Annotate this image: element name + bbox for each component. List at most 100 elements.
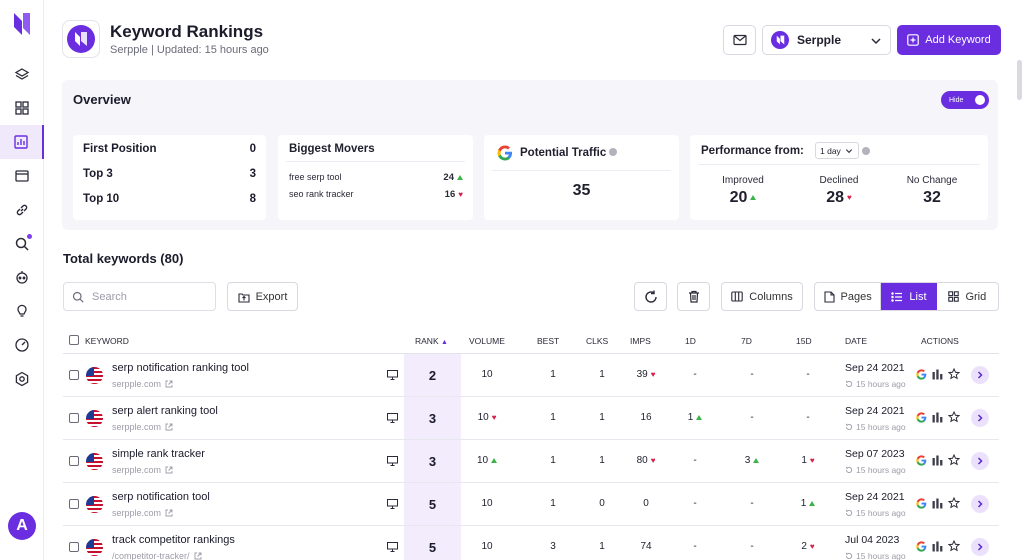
star-icon[interactable] bbox=[948, 411, 960, 423]
link-icon bbox=[16, 204, 28, 216]
row-checkbox[interactable] bbox=[69, 370, 79, 380]
col-date[interactable]: DATE bbox=[845, 336, 868, 346]
col-keyword[interactable]: KEYWORD bbox=[85, 336, 129, 346]
search-box[interactable] bbox=[63, 282, 216, 311]
table-row[interactable]: serp notification tool serpple.com 5 10 … bbox=[63, 483, 999, 526]
bar-chart-icon[interactable] bbox=[932, 412, 943, 423]
sidebar-item-links[interactable] bbox=[0, 193, 44, 227]
col-volume[interactable]: VOLUME bbox=[469, 336, 505, 346]
bar-chart-icon[interactable] bbox=[932, 369, 943, 380]
open-details-button[interactable] bbox=[971, 452, 989, 470]
row-checkbox[interactable] bbox=[69, 542, 79, 552]
search-input[interactable] bbox=[92, 290, 202, 303]
bar-chart-icon[interactable] bbox=[932, 498, 943, 509]
keyword-url[interactable]: /competitor-tracker/ bbox=[112, 551, 202, 560]
volume-value: 10 bbox=[469, 455, 505, 466]
keyword-text[interactable]: track competitor rankings bbox=[112, 534, 235, 546]
project-logo bbox=[62, 20, 100, 58]
open-details-button[interactable] bbox=[971, 409, 989, 427]
brand-logo-icon[interactable] bbox=[13, 12, 31, 36]
keyword-url[interactable]: serpple.com bbox=[112, 379, 173, 389]
row-checkbox[interactable] bbox=[69, 413, 79, 423]
external-link-icon bbox=[165, 380, 173, 388]
updated-ago: 15 hours ago bbox=[845, 379, 906, 389]
scrollbar-thumb[interactable] bbox=[1017, 60, 1022, 100]
project-select[interactable]: Serpple bbox=[762, 25, 891, 55]
col-15d[interactable]: 15D bbox=[796, 336, 812, 346]
sidebar-item-layers[interactable] bbox=[0, 58, 44, 92]
keyword-url[interactable]: serpple.com bbox=[112, 465, 173, 475]
google-icon[interactable] bbox=[916, 540, 927, 552]
sidebar-item-browser[interactable] bbox=[0, 159, 44, 193]
toggle-knob bbox=[975, 95, 985, 105]
open-details-button[interactable] bbox=[971, 366, 989, 384]
sidebar-item-bot[interactable] bbox=[0, 260, 44, 294]
select-all-checkbox[interactable] bbox=[69, 335, 79, 345]
google-icon[interactable] bbox=[916, 368, 927, 380]
bar-chart-icon[interactable] bbox=[932, 455, 943, 466]
col-clks[interactable]: CLKS bbox=[586, 336, 609, 346]
google-icon[interactable] bbox=[916, 454, 927, 466]
sidebar-item-dashboard[interactable] bbox=[0, 91, 44, 125]
google-icon[interactable] bbox=[916, 497, 927, 509]
col-imps[interactable]: IMPS bbox=[630, 336, 651, 346]
export-button[interactable]: Export bbox=[227, 282, 298, 311]
keyword-text[interactable]: serp alert ranking tool bbox=[112, 405, 218, 417]
volume-value: 10 bbox=[481, 369, 493, 380]
table-row[interactable]: serp alert ranking tool serpple.com 3 10… bbox=[63, 397, 999, 440]
hide-overview-toggle[interactable]: Hide bbox=[941, 91, 989, 109]
bar-chart-icon[interactable] bbox=[932, 541, 943, 552]
declined-stat: Declined 28 ♥ bbox=[819, 175, 859, 206]
export-icon bbox=[238, 292, 250, 303]
add-keyword-button[interactable]: Add Keyword bbox=[897, 25, 1001, 55]
columns-button[interactable]: Columns bbox=[721, 282, 803, 311]
keyword-text[interactable]: serp notification tool bbox=[112, 491, 210, 503]
col-rank[interactable]: RANK ▲ bbox=[415, 336, 448, 346]
table-row[interactable]: serp notification ranking tool serpple.c… bbox=[63, 354, 999, 397]
pages-view-button[interactable]: Pages bbox=[815, 283, 882, 310]
mover-item[interactable]: seo rank tracker 16 ♥ bbox=[289, 189, 463, 200]
keyword-url[interactable]: serpple.com bbox=[112, 422, 173, 432]
period-select[interactable]: 1 day bbox=[815, 142, 859, 159]
sidebar-item-rankings[interactable] bbox=[0, 125, 44, 159]
row-checkbox[interactable] bbox=[69, 456, 79, 466]
col-7d[interactable]: 7D bbox=[741, 336, 752, 346]
col-best[interactable]: BEST bbox=[537, 336, 560, 346]
info-icon[interactable] bbox=[862, 147, 870, 155]
sidebar-item-search[interactable] bbox=[0, 227, 44, 261]
delete-button[interactable] bbox=[677, 282, 710, 311]
info-icon[interactable] bbox=[609, 148, 618, 156]
sidebar-item-gauge[interactable] bbox=[0, 328, 44, 362]
refresh-button[interactable] bbox=[634, 282, 667, 311]
list-view-button[interactable]: List bbox=[881, 283, 937, 310]
mover-item[interactable]: free serp tool 24 bbox=[289, 172, 463, 183]
keyword-text[interactable]: simple rank tracker bbox=[112, 448, 205, 460]
table-row[interactable]: track competitor rankings /competitor-tr… bbox=[63, 526, 999, 560]
trend-down-icon: ♥ bbox=[847, 193, 852, 203]
open-details-button[interactable] bbox=[971, 538, 989, 556]
open-details-button[interactable] bbox=[971, 495, 989, 513]
table-row[interactable]: simple rank tracker serpple.com 3 10 1 1… bbox=[63, 440, 999, 483]
star-icon[interactable] bbox=[948, 454, 960, 466]
performance-title: Performance from: bbox=[701, 145, 804, 157]
col-1d[interactable]: 1D bbox=[685, 336, 696, 346]
star-icon[interactable] bbox=[948, 368, 960, 380]
keyword-text[interactable]: serp notification ranking tool bbox=[112, 362, 249, 374]
email-report-button[interactable] bbox=[723, 25, 756, 55]
history-icon bbox=[846, 380, 853, 388]
sidebar-item-ideas[interactable] bbox=[0, 294, 44, 328]
star-icon[interactable] bbox=[948, 497, 960, 509]
keyword-url[interactable]: serpple.com bbox=[112, 508, 173, 518]
grid-view-button[interactable]: Grid bbox=[937, 283, 998, 310]
google-icon[interactable] bbox=[916, 411, 927, 423]
table-header: KEYWORD RANK ▲ VOLUME BEST CLKS IMPS 1D … bbox=[63, 330, 999, 354]
chevron-right-icon bbox=[977, 414, 983, 422]
desktop-icon bbox=[387, 413, 398, 423]
notification-dot bbox=[27, 234, 32, 239]
avatar[interactable]: A bbox=[8, 512, 36, 540]
dashboard-icon bbox=[15, 101, 29, 115]
chevron-down-icon bbox=[845, 148, 852, 153]
sidebar-item-settings[interactable] bbox=[0, 362, 44, 396]
star-icon[interactable] bbox=[948, 540, 960, 552]
row-checkbox[interactable] bbox=[69, 499, 79, 509]
